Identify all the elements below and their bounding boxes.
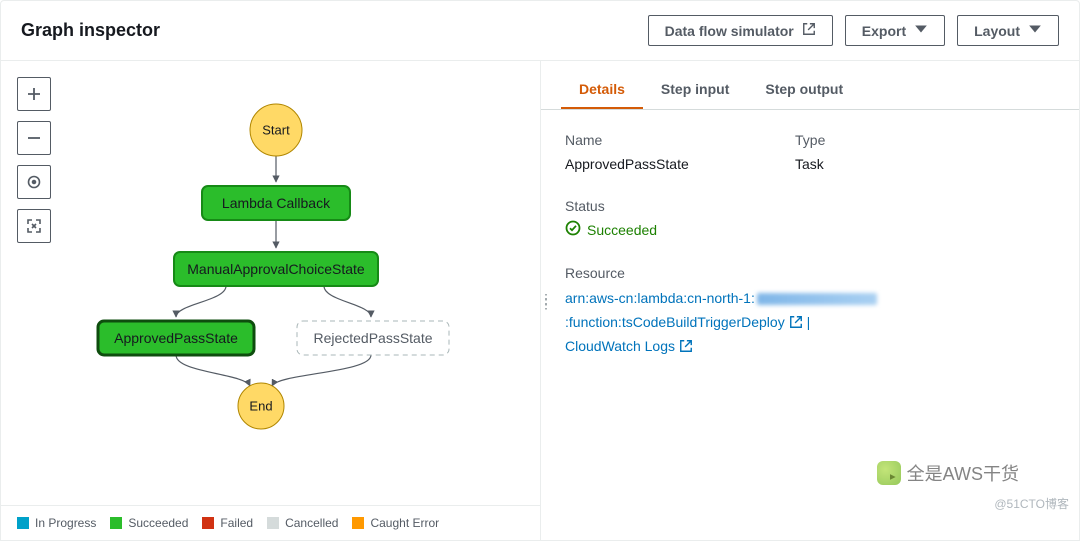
workflow-graph[interactable]: Start Lambda Callback ManualApprovalChoice… xyxy=(1,61,540,505)
type-value: Task xyxy=(795,156,824,172)
zoom-in-button[interactable] xyxy=(17,77,51,111)
kv-row: ApprovedPassState Task xyxy=(565,156,1055,172)
details-content: Name Type ApprovedPassState Task Status … xyxy=(541,110,1079,380)
node-choice[interactable]: ManualApprovalChoiceState xyxy=(174,252,378,286)
zoom-out-button[interactable] xyxy=(17,121,51,155)
cloudwatch-logs-link[interactable]: CloudWatch Logs xyxy=(565,338,693,354)
legend-swatch xyxy=(267,517,279,529)
details-pane: ⋮⋮ DetailsStep inputStep output Name Typ… xyxy=(541,61,1079,540)
watermark-secondary: @51CTO博客 xyxy=(994,495,1069,512)
legend-item: Failed xyxy=(202,516,253,530)
legend-item: In Progress xyxy=(17,516,96,530)
legend-label: Succeeded xyxy=(128,516,188,530)
success-icon xyxy=(565,220,581,239)
edge-approved-end xyxy=(176,355,250,386)
edge-choice-rejected xyxy=(324,286,371,317)
legend: In Progress Succeeded Failed Cancelled Caugh… xyxy=(1,505,540,540)
zoom-controls xyxy=(17,77,51,243)
tab-output[interactable]: Step output xyxy=(747,69,861,109)
legend-label: Caught Error xyxy=(370,516,439,530)
external-link-icon xyxy=(679,339,693,353)
tab-details[interactable]: Details xyxy=(561,69,643,109)
graph-inspector-panel: Graph inspector Data flow simulator Expo… xyxy=(0,0,1080,541)
external-link-icon xyxy=(789,315,803,329)
legend-item: Cancelled xyxy=(267,516,338,530)
legend-swatch xyxy=(110,517,122,529)
legend-swatch xyxy=(202,517,214,529)
button-label: Data flow simulator xyxy=(665,23,794,39)
resource-label: Resource xyxy=(565,265,1055,281)
redacted-account xyxy=(757,293,877,305)
caret-down-icon xyxy=(914,22,928,39)
legend-label: Cancelled xyxy=(285,516,338,530)
wechat-icon xyxy=(877,461,901,485)
node-rejected[interactable]: RejectedPassState xyxy=(297,321,449,355)
status-label: Status xyxy=(565,198,1055,214)
cloudwatch-label: CloudWatch Logs xyxy=(565,338,675,354)
name-label: Name xyxy=(565,132,795,148)
node-label: ApprovedPassState xyxy=(114,330,238,346)
button-label: Export xyxy=(862,23,906,39)
export-button[interactable]: Export xyxy=(845,15,945,46)
button-label: Layout xyxy=(974,23,1020,39)
watermark: 全是AWS干货 xyxy=(877,460,1019,486)
header-buttons: Data flow simulator Export Layout xyxy=(648,15,1059,46)
tab-input[interactable]: Step input xyxy=(643,69,747,109)
kv-row: Name Type xyxy=(565,132,1055,148)
status-value: Succeeded xyxy=(565,220,1055,239)
node-approved[interactable]: ApprovedPassState xyxy=(98,321,254,355)
edge-choice-approved xyxy=(176,286,226,317)
status-text: Succeeded xyxy=(587,222,657,238)
graph-pane: Start Lambda Callback ManualApprovalChoice… xyxy=(1,61,541,540)
tabs: DetailsStep inputStep output xyxy=(541,69,1079,110)
panel-body: Start Lambda Callback ManualApprovalChoice… xyxy=(1,61,1079,540)
legend-label: Failed xyxy=(220,516,253,530)
zoom-fit-button[interactable] xyxy=(17,209,51,243)
legend-swatch xyxy=(352,517,364,529)
legend-swatch xyxy=(17,517,29,529)
pane-resize-handle[interactable]: ⋮⋮ xyxy=(539,297,553,305)
arn-suffix: :function:tsCodeBuildTriggerDeploy xyxy=(565,314,785,330)
panel-header: Graph inspector Data flow simulator Expo… xyxy=(1,1,1079,61)
arn-prefix: arn:aws-cn:lambda:cn-north-1: xyxy=(565,290,755,306)
graph-canvas[interactable]: Start Lambda Callback ManualApprovalChoice… xyxy=(1,61,540,505)
node-end[interactable]: End xyxy=(238,383,284,429)
node-label: RejectedPassState xyxy=(313,330,432,346)
panel-title: Graph inspector xyxy=(21,20,160,41)
node-label: End xyxy=(249,399,272,414)
legend-label: In Progress xyxy=(35,516,96,530)
separator: | xyxy=(803,314,811,330)
node-lambda[interactable]: Lambda Callback xyxy=(202,186,350,220)
resource-arn-link[interactable]: arn:aws-cn:lambda:cn-north-1::function:t… xyxy=(565,290,879,330)
edge-rejected-end xyxy=(272,355,371,386)
caret-down-icon xyxy=(1028,22,1042,39)
type-label: Type xyxy=(795,132,1025,148)
layout-button[interactable]: Layout xyxy=(957,15,1059,46)
watermark-text: 全是AWS干货 xyxy=(907,460,1019,486)
legend-item: Caught Error xyxy=(352,516,439,530)
node-label: ManualApprovalChoiceState xyxy=(187,261,365,277)
node-start[interactable]: Start xyxy=(250,104,302,156)
external-link-icon xyxy=(802,22,816,39)
zoom-center-button[interactable] xyxy=(17,165,51,199)
legend-item: Succeeded xyxy=(110,516,188,530)
resource-value: arn:aws-cn:lambda:cn-north-1::function:t… xyxy=(565,287,1055,358)
node-label: Lambda Callback xyxy=(222,195,331,211)
node-label: Start xyxy=(262,123,290,138)
name-value: ApprovedPassState xyxy=(565,156,795,172)
data-flow-simulator-button[interactable]: Data flow simulator xyxy=(648,15,833,46)
